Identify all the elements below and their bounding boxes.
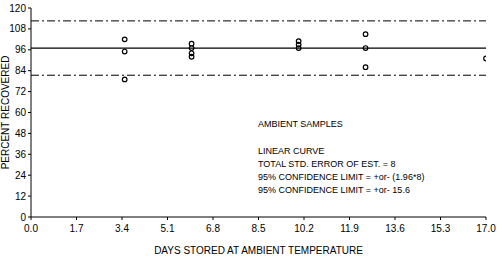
data-point <box>122 37 127 42</box>
y-tick-label: 24 <box>15 170 27 181</box>
chart-container: 0 12 24 36 48 60 72 84 96 108 120 0.0 1.7 3.4 5.1 6.8 8.… <box>0 0 500 260</box>
data-point <box>363 46 368 51</box>
data-point <box>189 46 194 51</box>
x-tick <box>349 217 350 220</box>
y-axis-label: PERCENT RECOVERED <box>0 56 11 170</box>
confidence-limit-line <box>31 75 486 76</box>
y-tick-label: 96 <box>15 44 27 55</box>
data-point <box>363 65 368 70</box>
mean-line <box>31 47 486 48</box>
data-point <box>122 77 127 82</box>
x-tick-label: 8.5 <box>252 223 266 234</box>
annotation: TOTAL STD. ERROR OF EST. = 8 <box>258 159 396 169</box>
y-tick <box>28 70 31 71</box>
x-tick-label: 5.1 <box>161 223 175 234</box>
data-point <box>484 56 486 61</box>
y-tick-label: 12 <box>15 191 27 202</box>
x-tick-label: 15.3 <box>431 223 451 234</box>
x-tick-label: 1.7 <box>70 223 84 234</box>
y-tick-label: 36 <box>15 149 27 160</box>
y-tick <box>28 91 31 92</box>
x-tick-label: 13.6 <box>385 223 405 234</box>
data-point <box>363 32 368 37</box>
y-tick <box>28 49 31 50</box>
x-tick <box>31 217 32 220</box>
confidence-limit-line <box>31 20 486 21</box>
y-tick <box>28 133 31 134</box>
x-tick-label: 6.8 <box>206 223 220 234</box>
x-tick-label: 3.4 <box>115 223 129 234</box>
x-tick-label: 0.0 <box>24 223 38 234</box>
y-tick <box>28 28 31 29</box>
x-tick <box>76 217 77 220</box>
y-tick-label: 60 <box>15 107 27 118</box>
x-tick-label: 11.9 <box>340 223 359 234</box>
x-tick <box>440 217 441 220</box>
y-tick-label: 108 <box>9 23 26 34</box>
y-tick <box>28 8 31 9</box>
data-point <box>189 54 194 59</box>
annotation: 95% CONFIDENCE LIMIT = +or- (1.96*8) <box>258 172 424 182</box>
y-tick-label: 72 <box>15 86 27 97</box>
y-tick-label: 120 <box>9 3 26 14</box>
y-tick <box>28 112 31 113</box>
x-tick <box>486 217 487 220</box>
y-tick-label: 48 <box>15 128 27 139</box>
x-tick <box>122 217 123 220</box>
x-axis-label: DAYS STORED AT AMBIENT TEMPERATURE <box>154 245 363 256</box>
x-tick <box>213 217 214 220</box>
x-tick <box>304 217 305 220</box>
x-tick-label: 10.2 <box>294 223 314 234</box>
chart-svg: 0 12 24 36 48 60 72 84 96 108 120 0.0 1.7 3.4 5.1 6.8 8.… <box>0 0 500 260</box>
y-tick-label: 84 <box>15 65 27 76</box>
y-tick <box>28 196 31 197</box>
x-tick <box>395 217 396 220</box>
y-tick-label: 0 <box>20 212 26 223</box>
plot-area <box>31 21 486 82</box>
annotation: 95% CONFIDENCE LIMIT = +or- 15.6 <box>258 185 410 195</box>
data-point <box>122 49 127 54</box>
y-tick <box>28 154 31 155</box>
x-tick-label: 17.0 <box>476 223 496 234</box>
annotation: LINEAR CURVE <box>258 146 324 156</box>
x-tick <box>167 217 168 220</box>
y-tick <box>28 175 31 176</box>
data-point <box>296 46 301 51</box>
annotation: AMBIENT SAMPLES <box>258 119 343 129</box>
x-tick <box>258 217 259 220</box>
